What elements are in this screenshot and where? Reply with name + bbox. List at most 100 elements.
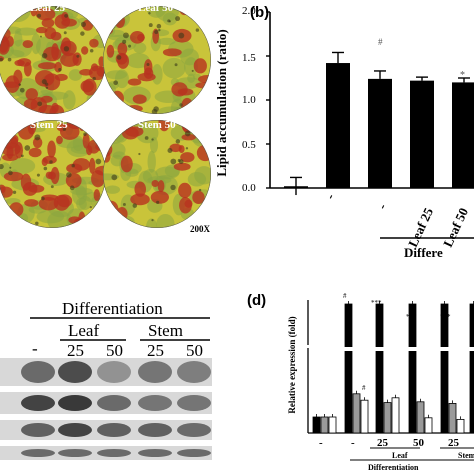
panel-d-axis-break xyxy=(469,347,474,351)
micrograph-label-stem-25: Stem 25 xyxy=(30,119,68,131)
lane-label-stem-25: 25 xyxy=(147,341,164,360)
cell-speck xyxy=(23,120,29,125)
cell-texture xyxy=(133,42,147,54)
cell-texture xyxy=(151,64,163,85)
panel-d-bar xyxy=(383,402,392,434)
cell-speck xyxy=(49,160,53,164)
micrograph-label-leaf-50: Leaf 50 xyxy=(138,2,174,14)
cell-speck xyxy=(116,55,122,60)
micrograph-leaf-25 xyxy=(0,6,106,114)
cell-speck xyxy=(111,174,118,181)
cell-speck xyxy=(80,31,85,36)
lipid-droplet xyxy=(91,170,105,188)
cell-speck xyxy=(50,185,54,189)
cell-speck xyxy=(83,223,90,228)
panel-d-marker-star-2: *** xyxy=(406,313,417,321)
lipid-droplet xyxy=(93,189,101,201)
cell-speck xyxy=(0,224,2,228)
cell-speck xyxy=(167,19,171,23)
lane-label-leaf-50: 50 xyxy=(106,341,123,360)
cell-speck xyxy=(138,152,141,156)
lipid-droplet xyxy=(66,163,83,174)
cell-speck xyxy=(122,39,127,44)
panel-d-bar xyxy=(416,401,425,434)
blot-band xyxy=(21,423,55,437)
cell-speck xyxy=(39,35,42,38)
lipid-droplet xyxy=(130,31,145,44)
panel-d-y-axis-break xyxy=(305,345,312,348)
cell-texture xyxy=(162,57,186,79)
panel-b-bar xyxy=(326,63,350,188)
panel-d-axis-break xyxy=(408,347,417,351)
cell-speck xyxy=(37,101,43,107)
lipid-droplet xyxy=(106,44,115,58)
panel-d-label: (d) xyxy=(247,292,267,309)
cell-texture xyxy=(11,6,22,14)
lipid-droplet xyxy=(43,46,62,62)
lipid-droplet xyxy=(89,120,104,124)
cell-texture xyxy=(105,70,128,80)
cell-speck xyxy=(8,170,13,176)
blot-band xyxy=(97,395,131,411)
cell-texture xyxy=(0,121,22,132)
lipid-droplet xyxy=(82,78,97,96)
cell-speck xyxy=(190,216,194,219)
lipid-droplet xyxy=(107,205,115,216)
cell-texture xyxy=(135,122,159,144)
panel-d-marker-star-1: *** xyxy=(371,299,382,307)
cell-speck xyxy=(148,12,151,15)
cell-speck xyxy=(182,224,187,228)
lipid-droplet xyxy=(173,162,191,171)
lipid-droplet xyxy=(81,46,89,55)
lipid-droplet xyxy=(179,6,190,16)
lipid-droplet xyxy=(0,27,4,38)
panel-d-bar xyxy=(440,303,449,434)
cell-texture xyxy=(96,120,106,133)
panel-b-bar xyxy=(410,80,434,188)
cell-speck xyxy=(41,79,47,85)
cell-texture xyxy=(198,103,207,114)
lipid-droplet xyxy=(57,194,73,208)
lipid-droplet xyxy=(32,137,43,149)
panel-b-group-label: Differe xyxy=(404,245,443,260)
lipid-droplet xyxy=(41,194,59,201)
lipid-droplet xyxy=(150,190,169,204)
lipid-droplet xyxy=(35,7,56,21)
cell-speck xyxy=(199,97,206,103)
panel-b-bar xyxy=(368,78,392,188)
cell-texture xyxy=(13,31,23,47)
cell-speck xyxy=(170,158,177,165)
lipid-droplet xyxy=(188,107,198,114)
cell-texture xyxy=(70,187,93,196)
cell-speck xyxy=(0,163,4,170)
lipid-droplet xyxy=(24,199,39,207)
cell-speck xyxy=(174,63,178,67)
panel-c-title: Differentiation xyxy=(62,299,163,318)
cell-speck xyxy=(191,69,194,72)
blot-band xyxy=(21,395,55,411)
blot-band xyxy=(138,449,172,457)
panel-d-bar xyxy=(408,303,417,434)
lipid-droplet xyxy=(89,157,96,174)
panel-d-group-label: Differentiation xyxy=(368,463,419,472)
lipid-droplet xyxy=(103,214,122,223)
blot-band xyxy=(58,423,92,437)
panel-d-xtick-minus-1: - xyxy=(319,437,323,449)
cell-speck xyxy=(178,159,184,165)
lipid-droplet xyxy=(6,35,14,47)
cell-speck xyxy=(148,23,153,28)
lipid-droplet xyxy=(115,103,123,114)
cell-speck xyxy=(179,103,183,107)
lipid-droplet xyxy=(125,126,144,137)
lipid-droplet xyxy=(0,206,3,215)
lipid-droplet xyxy=(34,70,55,87)
cell-speck xyxy=(195,28,200,32)
panel-d-marker-star-3: *** xyxy=(440,313,451,321)
cell-texture xyxy=(0,212,8,228)
cell-speck xyxy=(9,166,12,169)
blot-band xyxy=(58,395,92,411)
cell-speck xyxy=(151,138,154,141)
blot-band xyxy=(138,423,172,437)
cell-speck xyxy=(132,203,138,208)
lipid-droplet xyxy=(89,215,106,228)
